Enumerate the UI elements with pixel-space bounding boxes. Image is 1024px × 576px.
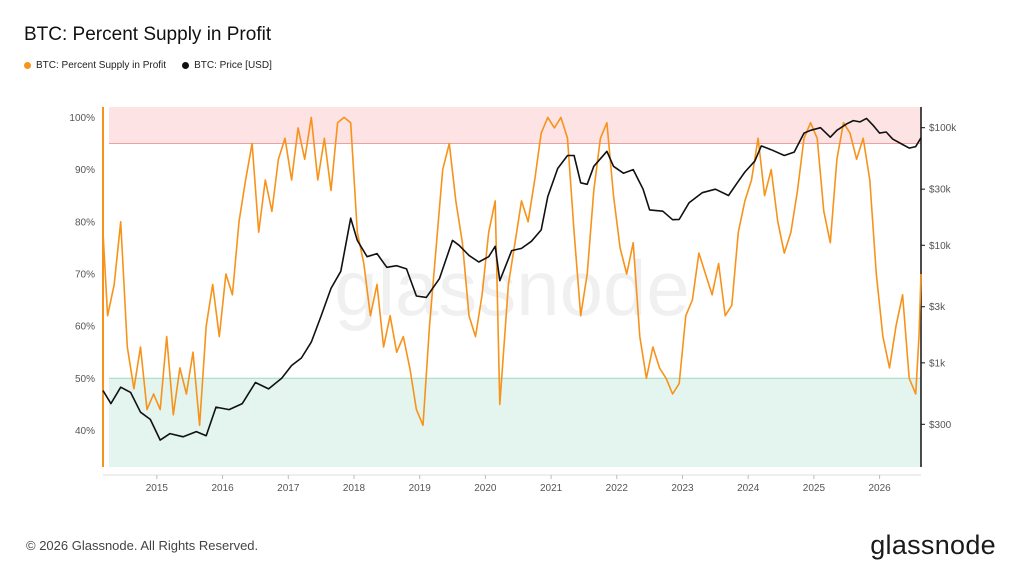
legend-label-supply: BTC: Percent Supply in Profit xyxy=(36,60,167,71)
legend-label-price: BTC: Price [USD] xyxy=(194,60,272,71)
y-right-tick-label: $3k xyxy=(929,302,946,313)
legend-item-supply[interactable]: BTC: Percent Supply in Profit xyxy=(24,60,166,71)
x-tick-label: 2020 xyxy=(474,483,497,494)
y-left-tick-label: 90% xyxy=(75,165,95,176)
y-left-tick-label: 40% xyxy=(75,426,95,437)
x-tick-label: 2021 xyxy=(540,483,563,494)
y-right-tick-label: $100k xyxy=(929,123,957,134)
y-left-tick-label: 60% xyxy=(75,322,95,333)
band-high xyxy=(109,107,921,144)
series-line-supply-in-profit xyxy=(102,116,922,427)
x-tick-label: 2016 xyxy=(211,483,234,494)
y-left-tick-label: 80% xyxy=(75,217,95,228)
x-tick-label: 2023 xyxy=(671,483,694,494)
x-tick-label: 2024 xyxy=(737,483,760,494)
x-tick-label: 2017 xyxy=(277,483,300,494)
x-tick-label: 2026 xyxy=(868,483,891,494)
glassnode-logo: glassnode xyxy=(870,530,996,560)
legend-swatch-price xyxy=(182,62,190,69)
chart-title: BTC: Percent Supply in Profit xyxy=(24,24,272,45)
copyright-text: © 2026 Glassnode. All Rights Reserved. xyxy=(26,538,259,553)
y-left-tick-label: 50% xyxy=(75,374,95,385)
x-tick-label: 2015 xyxy=(146,483,169,494)
legend: BTC: Percent Supply in Profit BTC: Price… xyxy=(24,60,272,71)
y-left-tick-label: 100% xyxy=(69,113,95,124)
y-right-tick-label: $10k xyxy=(929,241,952,252)
y-right-tick-label: $300 xyxy=(929,420,952,431)
y-right-tick-label: $1k xyxy=(929,358,946,369)
x-tick-label: 2018 xyxy=(343,483,366,494)
band-low xyxy=(109,378,921,467)
series-line-btc-price xyxy=(102,117,922,441)
legend-swatch-supply xyxy=(24,62,31,69)
x-tick-label: 2022 xyxy=(606,483,629,494)
y-right-tick-label: $30k xyxy=(929,185,952,196)
legend-item-price[interactable]: BTC: Price [USD] xyxy=(182,60,272,71)
x-tick-label: 2025 xyxy=(803,483,826,494)
y-left-tick-label: 70% xyxy=(75,269,95,280)
x-tick-label: 2019 xyxy=(409,483,432,494)
